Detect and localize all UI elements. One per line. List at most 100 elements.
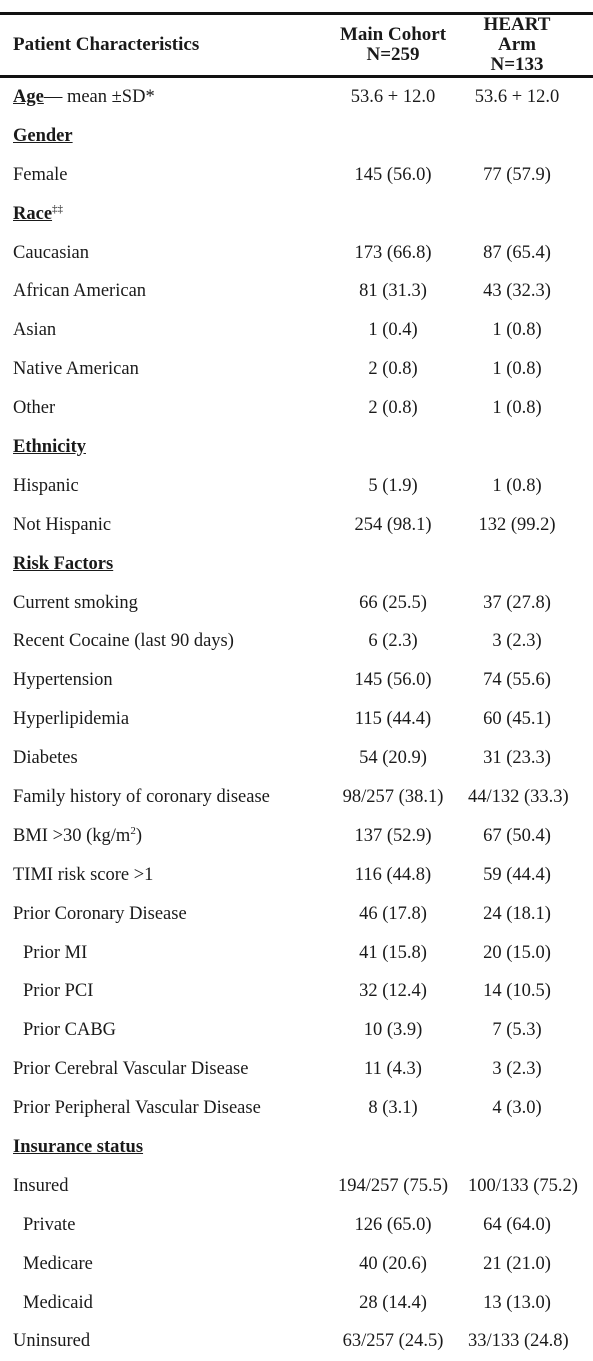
table-row: Asian 1 (0.4) 1 (0.8) — [0, 311, 593, 350]
table-row: Age— mean ±SD* 53.6 + 12.0 53.6 + 12.0 — [0, 77, 593, 117]
heart-arm-value: 44/132 (33.3) — [468, 778, 593, 817]
heart-arm-value: 59 (44.4) — [468, 856, 593, 895]
main-cohort-value: 54 (20.9) — [318, 739, 468, 778]
table-body: Age— mean ±SD* 53.6 + 12.0 53.6 + 12.0 G… — [0, 77, 593, 1361]
row-label: Medicaid — [0, 1284, 318, 1323]
section-heading: Age — [13, 87, 44, 107]
table-row: Native American 2 (0.8) 1 (0.8) — [0, 350, 593, 389]
header-row: Patient Characteristics Main Cohort N=25… — [0, 14, 593, 77]
row-label: Hyperlipidemia — [0, 700, 318, 739]
main-cohort-value: 66 (25.5) — [318, 584, 468, 623]
main-cohort-value: 63/257 (24.5) — [318, 1323, 468, 1361]
heart-arm-value: 74 (55.6) — [468, 661, 593, 700]
heart-arm-value: 13 (13.0) — [468, 1284, 593, 1323]
row-label: TIMI risk score >1 — [0, 856, 318, 895]
heart-arm-value: 20 (15.0) — [468, 934, 593, 973]
heart-arm-value: 21 (21.0) — [468, 1245, 593, 1284]
table-row: Uninsured 63/257 (24.5) 33/133 (24.8) — [0, 1323, 593, 1361]
row-label: Race‡‡ — [0, 195, 318, 234]
main-cohort-value: 115 (44.4) — [318, 700, 468, 739]
row-label: Medicare — [0, 1245, 318, 1284]
heart-arm-value: 53.6 + 12.0 — [468, 77, 593, 117]
section-row: Risk Factors — [0, 545, 593, 584]
row-label: Female — [0, 156, 318, 195]
main-cohort-value: 98/257 (38.1) — [318, 778, 468, 817]
table-row: Recent Cocaine (last 90 days) 6 (2.3) 3 … — [0, 622, 593, 661]
section-heading: Insurance status — [13, 1137, 143, 1157]
row-label: Prior Cerebral Vascular Disease — [0, 1050, 318, 1089]
row-label: Hypertension — [0, 661, 318, 700]
main-cohort-value: 6 (2.3) — [318, 622, 468, 661]
table-row: Hypertension 145 (56.0) 74 (55.6) — [0, 661, 593, 700]
section-heading: Ethnicity — [13, 437, 86, 457]
section-row: Insurance status — [0, 1128, 593, 1167]
table-row: Caucasian 173 (66.8) 87 (65.4) — [0, 234, 593, 273]
table-row: BMI >30 (kg/m2) 137 (52.9) 67 (50.4) — [0, 817, 593, 856]
row-label-tail: ) — [136, 826, 142, 846]
section-row: Ethnicity — [0, 428, 593, 467]
header-main-cohort-title: Main Cohort — [340, 24, 446, 45]
main-cohort-value: 116 (44.8) — [318, 856, 468, 895]
table-row: Prior Coronary Disease 46 (17.8) 24 (18.… — [0, 895, 593, 934]
main-cohort-value: 173 (66.8) — [318, 234, 468, 273]
heart-arm-value: 87 (65.4) — [468, 234, 593, 273]
heart-arm-value: 1 (0.8) — [468, 389, 593, 428]
main-cohort-value: 2 (0.8) — [318, 350, 468, 389]
row-label: Insured — [0, 1167, 318, 1206]
heart-arm-value: 3 (2.3) — [468, 622, 593, 661]
main-cohort-value: 137 (52.9) — [318, 817, 468, 856]
row-label: Not Hispanic — [0, 506, 318, 545]
row-label: Uninsured — [0, 1323, 318, 1361]
table-row: Insured 194/257 (75.5) 100/133 (75.2) — [0, 1167, 593, 1206]
table-row: Prior Cerebral Vascular Disease 11 (4.3)… — [0, 1050, 593, 1089]
table-row: Medicare 40 (20.6) 21 (21.0) — [0, 1245, 593, 1284]
main-cohort-value: 8 (3.1) — [318, 1089, 468, 1128]
section-row: Race‡‡ — [0, 195, 593, 234]
main-cohort-value: 32 (12.4) — [318, 972, 468, 1011]
table-header: Patient Characteristics Main Cohort N=25… — [0, 14, 593, 77]
row-label: Private — [0, 1206, 318, 1245]
heart-arm-value: 31 (23.3) — [468, 739, 593, 778]
row-label: Native American — [0, 350, 318, 389]
main-cohort-value: 28 (14.4) — [318, 1284, 468, 1323]
heart-arm-value: 37 (27.8) — [468, 584, 593, 623]
section-heading: Gender — [13, 126, 73, 146]
table-row: TIMI risk score >1 116 (44.8) 59 (44.4) — [0, 856, 593, 895]
row-label: Family history of coronary disease — [0, 778, 318, 817]
row-label: Current smoking — [0, 584, 318, 623]
row-label: Prior Coronary Disease — [0, 895, 318, 934]
row-label: Other — [0, 389, 318, 428]
heart-arm-value: 1 (0.8) — [468, 311, 593, 350]
row-label: Prior PCI — [0, 972, 318, 1011]
section-row: Gender — [0, 117, 593, 156]
row-label: Risk Factors — [0, 545, 318, 584]
main-cohort-value: 10 (3.9) — [318, 1011, 468, 1050]
row-label: Insurance status — [0, 1128, 318, 1167]
row-label: Age— mean ±SD* — [0, 77, 318, 117]
heart-arm-value: 24 (18.1) — [468, 895, 593, 934]
table-row: African American 81 (31.3) 43 (32.3) — [0, 272, 593, 311]
table-row: Family history of coronary disease 98/25… — [0, 778, 593, 817]
main-cohort-value: 145 (56.0) — [318, 156, 468, 195]
footnote-marker: ‡‡ — [52, 202, 63, 214]
row-label: Prior CABG — [0, 1011, 318, 1050]
row-label: Prior Peripheral Vascular Disease — [0, 1089, 318, 1128]
row-label: Ethnicity — [0, 428, 318, 467]
main-cohort-value: 1 (0.4) — [318, 311, 468, 350]
main-cohort-value: 145 (56.0) — [318, 661, 468, 700]
header-characteristics: Patient Characteristics — [0, 14, 318, 77]
main-cohort-value: 40 (20.6) — [318, 1245, 468, 1284]
table-row: Hispanic 5 (1.9) 1 (0.8) — [0, 467, 593, 506]
main-cohort-value: 254 (98.1) — [318, 506, 468, 545]
heart-arm-value: 1 (0.8) — [468, 467, 593, 506]
table-row: Other 2 (0.8) 1 (0.8) — [0, 389, 593, 428]
row-label: Prior MI — [0, 934, 318, 973]
row-label-suffix: — mean ±SD* — [44, 87, 155, 107]
section-heading: Race — [13, 204, 52, 224]
header-heart-arm-n: N=133 — [490, 54, 543, 75]
table-row: Diabetes 54 (20.9) 31 (23.3) — [0, 739, 593, 778]
heart-arm-value: 43 (32.3) — [468, 272, 593, 311]
header-main-cohort: Main Cohort N=259 — [318, 14, 468, 77]
heart-arm-value: 60 (45.1) — [468, 700, 593, 739]
table-row: Prior MI 41 (15.8) 20 (15.0) — [0, 934, 593, 973]
